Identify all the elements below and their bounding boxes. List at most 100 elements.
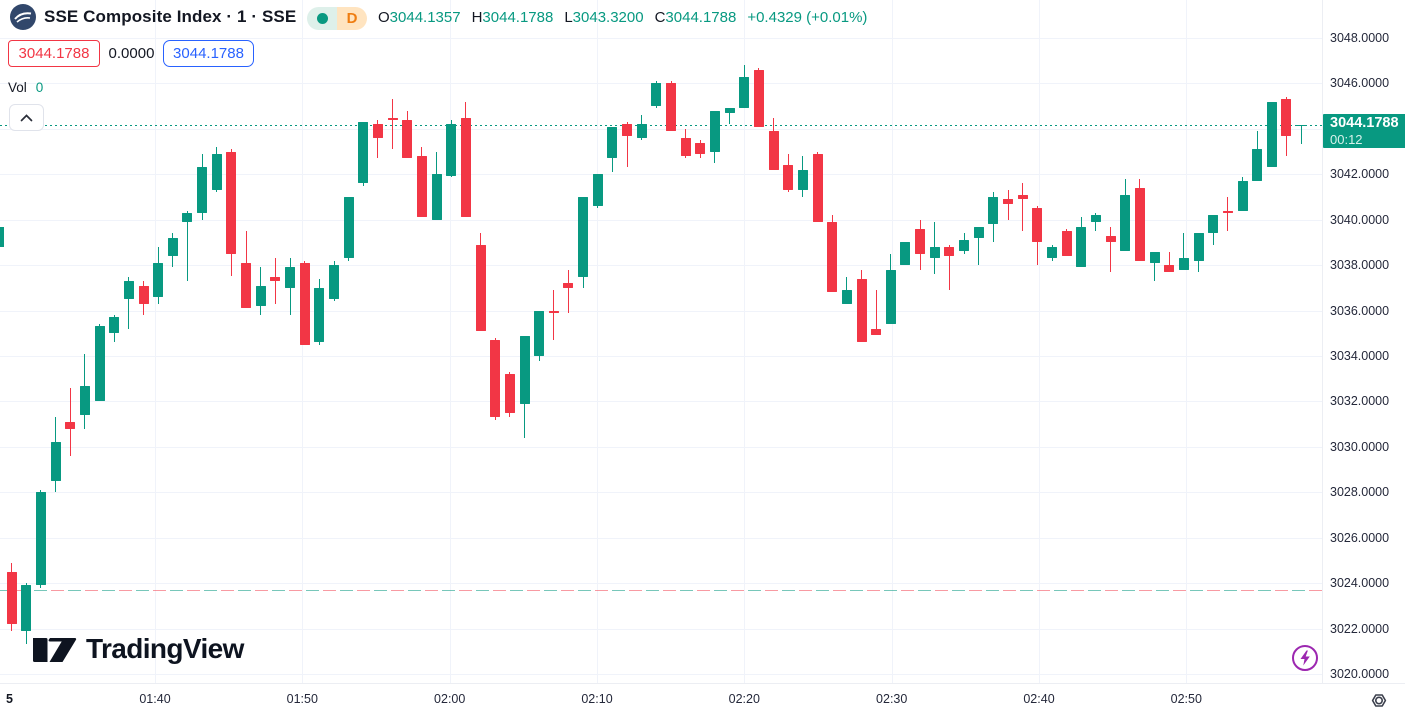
candle[interactable] xyxy=(622,124,632,136)
candle[interactable] xyxy=(1017,194,1028,200)
market-status-pill[interactable]: D xyxy=(307,7,367,30)
candle[interactable] xyxy=(431,174,442,220)
candle[interactable] xyxy=(1208,215,1219,234)
candle[interactable] xyxy=(1149,251,1160,263)
candle[interactable] xyxy=(1281,99,1292,136)
buy-price-button[interactable]: 3044.1788 xyxy=(163,40,254,67)
candle[interactable] xyxy=(1061,231,1072,256)
candle[interactable] xyxy=(314,287,325,343)
candle[interactable] xyxy=(1164,265,1175,272)
candle[interactable] xyxy=(1090,215,1101,222)
candle[interactable] xyxy=(607,126,618,159)
symbol-title[interactable]: SSE Composite Index · 1 · SSE xyxy=(44,7,297,26)
candle[interactable] xyxy=(475,244,486,331)
candle[interactable] xyxy=(695,142,706,154)
candle[interactable] xyxy=(578,197,589,277)
candle[interactable] xyxy=(768,131,779,170)
candle[interactable] xyxy=(519,335,530,404)
candle[interactable] xyxy=(1105,235,1116,243)
chart-canvas[interactable] xyxy=(0,0,1322,683)
candle[interactable] xyxy=(299,262,310,345)
candle[interactable] xyxy=(534,310,545,356)
candle[interactable] xyxy=(79,385,90,415)
candle[interactable] xyxy=(724,108,735,113)
candle[interactable] xyxy=(1266,101,1277,168)
candle[interactable] xyxy=(915,228,926,254)
candle[interactable] xyxy=(988,197,999,225)
candle[interactable] xyxy=(416,156,427,218)
candle[interactable] xyxy=(666,83,676,132)
candle[interactable] xyxy=(6,571,17,624)
candle[interactable] xyxy=(1047,246,1057,259)
time-axis[interactable]: 5 01:40 01:50 02:00 02:10 02:20 02:30 02:40 02:5… xyxy=(0,683,1405,717)
candle[interactable] xyxy=(841,290,852,304)
candle[interactable] xyxy=(651,83,662,107)
candle[interactable] xyxy=(1193,233,1204,261)
candle[interactable] xyxy=(1120,194,1131,252)
candle[interactable] xyxy=(1296,124,1307,127)
candle[interactable] xyxy=(709,110,720,152)
candle[interactable] xyxy=(109,317,120,334)
candle[interactable] xyxy=(959,240,969,252)
candle[interactable] xyxy=(548,310,559,313)
candle[interactable] xyxy=(153,262,164,297)
candle[interactable] xyxy=(885,269,896,325)
candle[interactable] xyxy=(753,69,764,127)
candle[interactable] xyxy=(944,246,955,256)
collapse-legend-button[interactable] xyxy=(9,104,44,131)
candle[interactable] xyxy=(1003,199,1013,204)
candle[interactable] xyxy=(343,197,354,259)
candle[interactable] xyxy=(1252,149,1263,182)
candle[interactable] xyxy=(402,119,413,159)
candle[interactable] xyxy=(900,242,911,266)
candle[interactable] xyxy=(460,117,471,218)
candle[interactable] xyxy=(1134,187,1145,261)
candle[interactable] xyxy=(226,151,237,254)
candle[interactable] xyxy=(182,212,193,222)
candle[interactable] xyxy=(929,246,940,259)
candle[interactable] xyxy=(329,265,339,300)
candle[interactable] xyxy=(387,117,398,120)
candle[interactable] xyxy=(372,124,383,138)
candle[interactable] xyxy=(197,167,208,213)
candle[interactable] xyxy=(35,492,46,586)
candle[interactable] xyxy=(211,153,222,191)
delayed-data-badge[interactable]: D xyxy=(337,7,367,30)
candle[interactable] xyxy=(65,421,76,429)
timezone-settings-gear-icon[interactable] xyxy=(1367,689,1391,713)
candle[interactable] xyxy=(973,226,984,238)
candle[interactable] xyxy=(504,374,515,413)
candle[interactable] xyxy=(255,285,266,306)
candle[interactable] xyxy=(739,76,750,109)
candle[interactable] xyxy=(358,122,369,184)
candle[interactable] xyxy=(827,222,838,293)
candle[interactable] xyxy=(123,281,134,300)
candle[interactable] xyxy=(285,267,295,288)
candle[interactable] xyxy=(1237,181,1248,211)
candle[interactable] xyxy=(490,340,501,418)
candle[interactable] xyxy=(592,174,603,207)
candle[interactable] xyxy=(446,124,457,177)
candle[interactable] xyxy=(636,124,647,138)
candle[interactable] xyxy=(94,326,105,402)
candle[interactable] xyxy=(138,285,149,304)
candle[interactable] xyxy=(1032,208,1043,243)
candle[interactable] xyxy=(856,278,867,343)
candle[interactable] xyxy=(871,328,882,336)
candle[interactable] xyxy=(680,137,691,157)
sell-price-button[interactable]: 3044.1788 xyxy=(8,40,100,67)
candle[interactable] xyxy=(167,237,178,256)
candle[interactable] xyxy=(1076,226,1087,268)
price-axis[interactable]: 3048.00003046.00003044.00003042.00003040… xyxy=(1322,0,1405,683)
candle[interactable] xyxy=(50,442,61,481)
candle[interactable] xyxy=(563,283,574,288)
candle[interactable] xyxy=(783,165,794,191)
boost-lightning-button[interactable] xyxy=(1291,644,1319,672)
candle[interactable] xyxy=(812,153,823,222)
tradingview-logo[interactable]: TradingView xyxy=(33,633,244,665)
candle[interactable] xyxy=(241,262,251,309)
candle[interactable] xyxy=(1178,258,1189,270)
candle[interactable] xyxy=(21,585,32,631)
candle[interactable] xyxy=(797,169,808,191)
candle[interactable] xyxy=(270,276,281,281)
